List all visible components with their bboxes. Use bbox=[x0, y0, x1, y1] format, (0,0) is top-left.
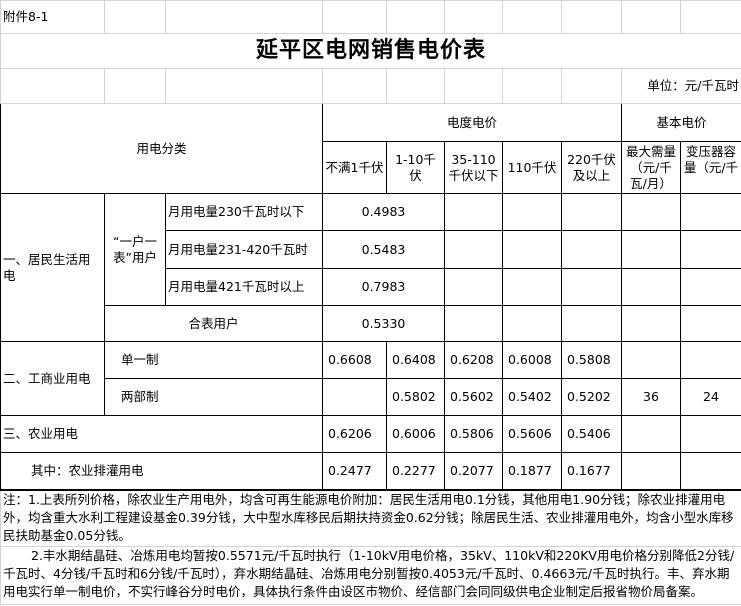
commercial-label: 二、工商业用电 bbox=[0, 341, 105, 416]
price-cell: 0.6408 bbox=[386, 341, 445, 379]
energy-price-header: 电度电价 bbox=[322, 103, 622, 142]
note-1: 注：1.上表所列价格，除农业生产用电外，均含可再生能源电价附加：居民生活用电0.… bbox=[0, 488, 741, 547]
price-cell: 0.5606 bbox=[502, 415, 562, 453]
single-rate-label: 单一制 bbox=[104, 341, 323, 379]
voltage-header: 1-10千伏 bbox=[386, 141, 445, 194]
voltage-header: 110千伏 bbox=[502, 141, 562, 194]
tier-price: 0.4983 bbox=[322, 193, 445, 231]
residential-label: 一、居民生活用电 bbox=[0, 193, 105, 342]
tier-price: 0.7983 bbox=[322, 268, 445, 306]
table-row: 一、居民生活用电 “一户一表”用户 月用电量230千瓦时以下 0.4983 bbox=[0, 193, 741, 342]
transformer-value: 24 bbox=[680, 378, 741, 416]
category-header: 用电分类 bbox=[0, 103, 323, 194]
price-cell: 0.6008 bbox=[502, 341, 562, 379]
tier-price: 0.5483 bbox=[322, 230, 445, 269]
price-cell: 0.5802 bbox=[386, 378, 445, 416]
page-title: 延平区电网销售电价表 bbox=[0, 33, 741, 69]
unit-label: 单位：元/千瓦时 bbox=[621, 68, 741, 104]
price-cell: 0.5202 bbox=[561, 378, 622, 416]
table-row: 两部制 0.5802 0.5602 0.5402 0.5202 36 24 bbox=[1, 378, 741, 416]
one-meter-label: “一户一表”用户 bbox=[104, 193, 166, 306]
price-cell: 0.5402 bbox=[502, 378, 562, 416]
price-cell: 0.6608 bbox=[322, 341, 387, 379]
price-cell: 0.6206 bbox=[322, 415, 387, 453]
basic-price-header: 基本电价 bbox=[621, 103, 741, 142]
tier-label: 月用电量230千瓦时以下 bbox=[165, 193, 323, 231]
irrigation-label: 其中：农业排灌用电 bbox=[0, 452, 323, 490]
price-cell: 0.5806 bbox=[444, 415, 503, 453]
tier-label: 月用电量421千瓦时以上 bbox=[165, 268, 323, 306]
price-cell: 0.5602 bbox=[444, 378, 503, 416]
shared-meter-label: 合表用户 bbox=[104, 305, 323, 342]
price-cell: 0.2277 bbox=[386, 452, 445, 490]
two-part-label: 两部制 bbox=[104, 378, 323, 416]
transformer-capacity-header: 变压器容量（元/千 bbox=[680, 141, 741, 194]
table-row: 合表用户 0.5330 bbox=[1, 305, 741, 342]
price-cell bbox=[322, 378, 387, 416]
table-row: 其中：农业排灌用电 0.2477 0.2277 0.2077 0.1877 0.… bbox=[0, 452, 741, 490]
price-cell: 0.1877 bbox=[502, 452, 562, 490]
tier-label: 月用电量231-420千瓦时 bbox=[165, 230, 323, 269]
price-cell: 0.2077 bbox=[444, 452, 503, 490]
table-row: 三、农业用电 0.6206 0.6006 0.5806 0.5606 0.540… bbox=[0, 415, 741, 453]
price-cell: 0.6006 bbox=[386, 415, 445, 453]
agriculture-label: 三、农业用电 bbox=[0, 415, 323, 453]
price-cell: 0.1677 bbox=[561, 452, 622, 490]
attachment-label: 附件8-1 bbox=[0, 0, 105, 34]
table-row: 二、工商业用电 单一制 0.6608 0.6408 0.6208 0.6008 … bbox=[0, 341, 741, 416]
voltage-header: 35-110千伏以下 bbox=[444, 141, 503, 194]
table-row: 月用电量421千瓦时以上 0.7983 bbox=[1, 268, 741, 306]
shared-meter-price: 0.5330 bbox=[322, 305, 445, 342]
max-demand-value: 36 bbox=[621, 378, 681, 416]
voltage-header: 220千伏及以上 bbox=[561, 141, 622, 194]
price-cell: 0.6208 bbox=[444, 341, 503, 379]
price-cell: 0.5406 bbox=[561, 415, 622, 453]
max-demand-header: 最大需量（元/千瓦/月） bbox=[621, 141, 681, 194]
voltage-header: 不满1千伏 bbox=[322, 141, 387, 194]
price-cell: 0.5808 bbox=[561, 341, 622, 379]
note-2: 2.丰水期结晶硅、冶炼用电均暂按0.5571元/千瓦时执行（1-10kV用电价格… bbox=[0, 546, 741, 605]
table-row: 月用电量231-420千瓦时 0.5483 bbox=[1, 230, 741, 269]
price-cell: 0.2477 bbox=[322, 452, 387, 490]
